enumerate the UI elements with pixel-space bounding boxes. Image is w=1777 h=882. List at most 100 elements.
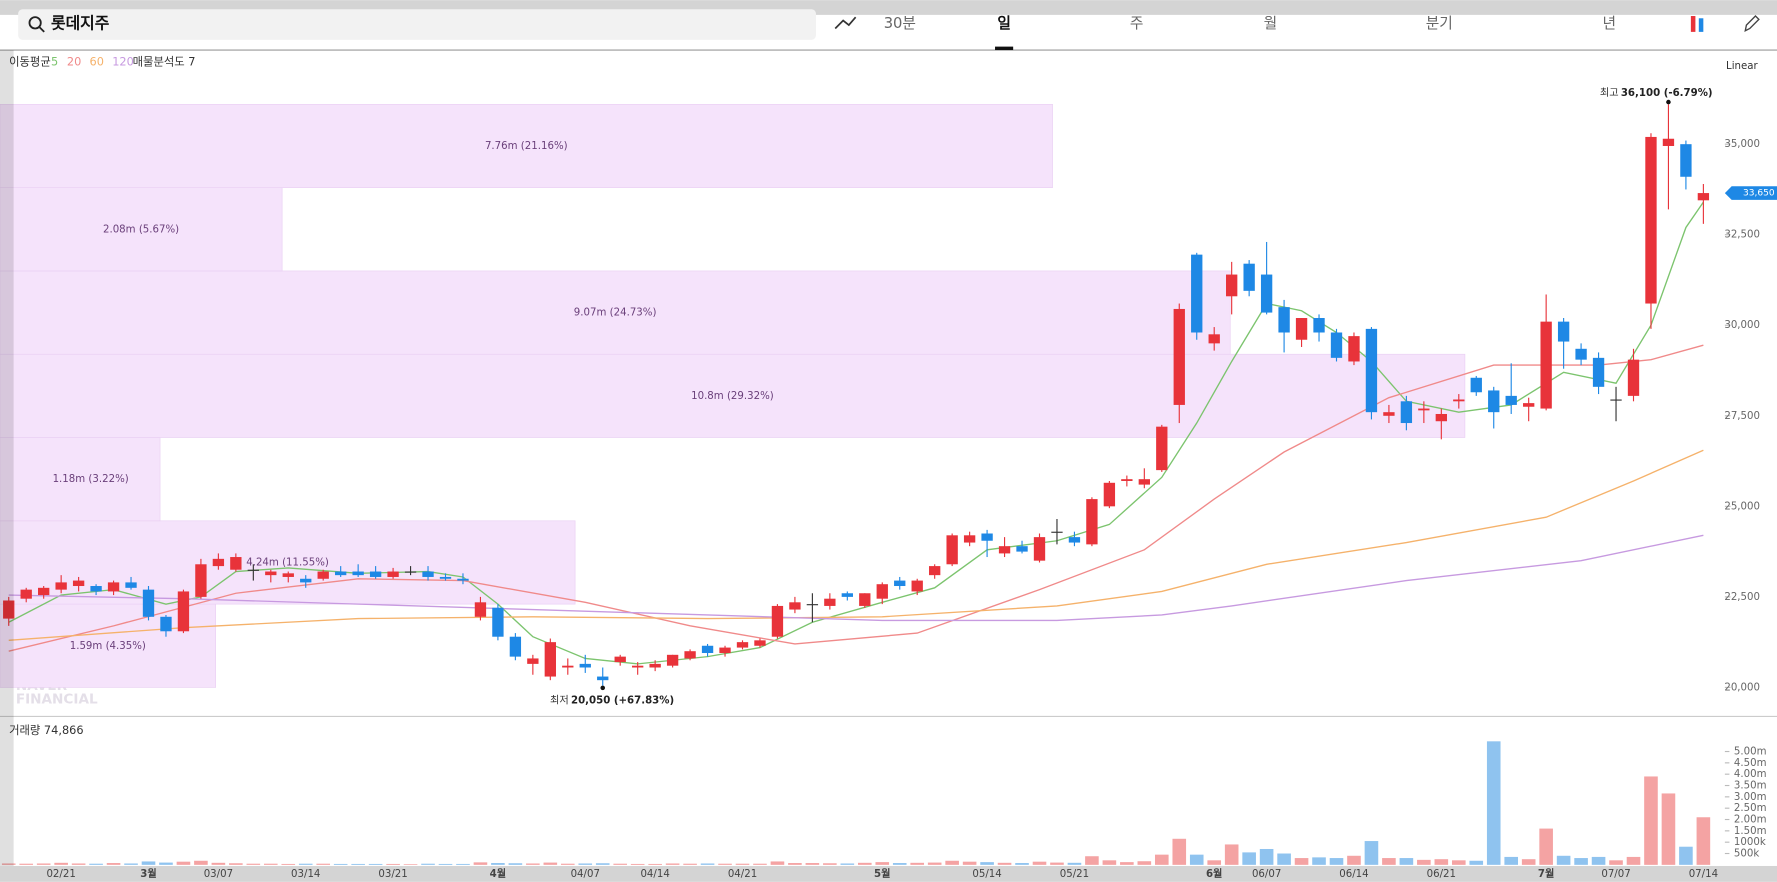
- candle-body: [1348, 336, 1360, 362]
- date-label: 4월: [490, 867, 506, 880]
- candle-body: [38, 587, 50, 596]
- candle-body: [1697, 193, 1710, 201]
- date-label: 07/14: [1689, 869, 1718, 880]
- candle-body: [824, 598, 836, 606]
- ma-legend: 120: [112, 54, 134, 68]
- candle-body: [754, 640, 766, 646]
- candle-body: [177, 591, 190, 632]
- tab-underline: [995, 46, 1014, 51]
- interval-tab[interactable]: 년: [1602, 15, 1616, 32]
- interval-tab[interactable]: 주: [1130, 15, 1144, 32]
- volume-bar: [1644, 776, 1658, 865]
- interval-tab[interactable]: 일: [997, 15, 1011, 32]
- volume-bar: [665, 863, 680, 865]
- volume-bar: [892, 863, 907, 865]
- candle-body: [1260, 274, 1273, 313]
- volume-bar: [1172, 838, 1187, 865]
- volume-bar: [840, 863, 855, 865]
- date-axis-bar: [0, 865, 1777, 882]
- candle-body: [247, 569, 259, 571]
- volume-tick-label: 4.50m: [1734, 758, 1767, 769]
- search-box[interactable]: [18, 9, 816, 40]
- date-label: 05/14: [972, 869, 1001, 880]
- candle-body: [1295, 318, 1308, 340]
- volume-bar: [1556, 855, 1571, 865]
- candle-body: [142, 589, 155, 617]
- volume-bar: [386, 863, 400, 865]
- volume-bar: [316, 863, 331, 865]
- candle-body: [212, 558, 225, 567]
- candle-body: [1540, 321, 1552, 409]
- candle-body: [1051, 531, 1063, 533]
- candle-body: [981, 533, 993, 541]
- interval-tab[interactable]: 분기: [1426, 15, 1453, 32]
- volume-bar: [1434, 859, 1449, 865]
- volume-bar: [1277, 853, 1291, 865]
- volume-bar: [1626, 856, 1641, 865]
- chart-type-icon[interactable]: [1698, 18, 1704, 32]
- candle-body: [963, 535, 976, 543]
- profile-label: 2.08m (5.67%): [103, 224, 179, 235]
- candle-body: [1610, 399, 1622, 401]
- profile-label: 7.76m (21.16%): [485, 141, 568, 152]
- candle-body: [509, 636, 522, 657]
- volume-bar: [962, 861, 977, 865]
- candle-body: [474, 602, 487, 617]
- candle-body: [1400, 401, 1413, 424]
- candle-body: [544, 642, 556, 677]
- candle-body: [335, 571, 347, 576]
- indicator-icon[interactable]: [834, 16, 857, 30]
- interval-tab[interactable]: 월: [1264, 15, 1278, 32]
- price-tick-label: 20,000: [1724, 682, 1760, 693]
- volume-bar: [997, 862, 1012, 865]
- volume-bar: [648, 863, 662, 865]
- candle-body: [1435, 413, 1447, 422]
- volume-bar: [595, 863, 610, 865]
- volume-bar: [805, 863, 820, 865]
- profile-label: 10.8m (29.32%): [691, 391, 774, 402]
- volume-bar: [1364, 841, 1379, 865]
- candle-body: [771, 605, 784, 637]
- date-label: 04/14: [640, 869, 669, 880]
- volume-bar: [194, 860, 208, 865]
- volume-bar: [1539, 828, 1553, 865]
- candle-body: [1365, 328, 1378, 413]
- volume-tick-label: 5.00m: [1734, 747, 1767, 758]
- volume-label: 거래량 74,866: [9, 723, 84, 737]
- scale-mode[interactable]: Linear: [1726, 61, 1758, 72]
- candle-body: [841, 593, 853, 597]
- draw-icon[interactable]: [1744, 15, 1760, 32]
- volume-bar: [945, 860, 959, 865]
- profile-bar: [0, 270, 1231, 355]
- volume-bar: [89, 863, 103, 865]
- candle-body: [387, 571, 399, 577]
- date-label: 07/07: [1601, 869, 1630, 880]
- volume-bar: [560, 863, 575, 865]
- watermark: FINANCIAL: [16, 691, 98, 707]
- candle-body: [125, 582, 137, 588]
- volume-bar: [508, 863, 523, 865]
- candle-body: [998, 546, 1011, 554]
- candle-body: [1121, 479, 1133, 481]
- volume-bar: [141, 861, 156, 865]
- candle-body: [20, 589, 32, 599]
- interval-tab[interactable]: 30분: [884, 15, 916, 32]
- volume-bar: [788, 863, 802, 865]
- volume-bar: [229, 863, 243, 865]
- candle-body: [1156, 426, 1168, 471]
- candle-body: [859, 593, 871, 606]
- date-label: 3월: [140, 867, 156, 880]
- chart-type-icon[interactable]: [1690, 16, 1696, 32]
- volume-bar: [526, 863, 540, 865]
- high-text: 36,100 (-6.79%): [1621, 88, 1713, 99]
- volume-bar: [333, 863, 348, 865]
- candle-body: [1662, 138, 1675, 146]
- candle-body: [107, 582, 120, 592]
- candle-body: [55, 582, 67, 590]
- candle-body: [457, 578, 469, 581]
- left-frame: [0, 50, 14, 866]
- volume-bar: [683, 863, 697, 865]
- volume-bar: [1329, 858, 1344, 865]
- candle-body: [1645, 136, 1657, 304]
- candle-body: [1103, 482, 1116, 507]
